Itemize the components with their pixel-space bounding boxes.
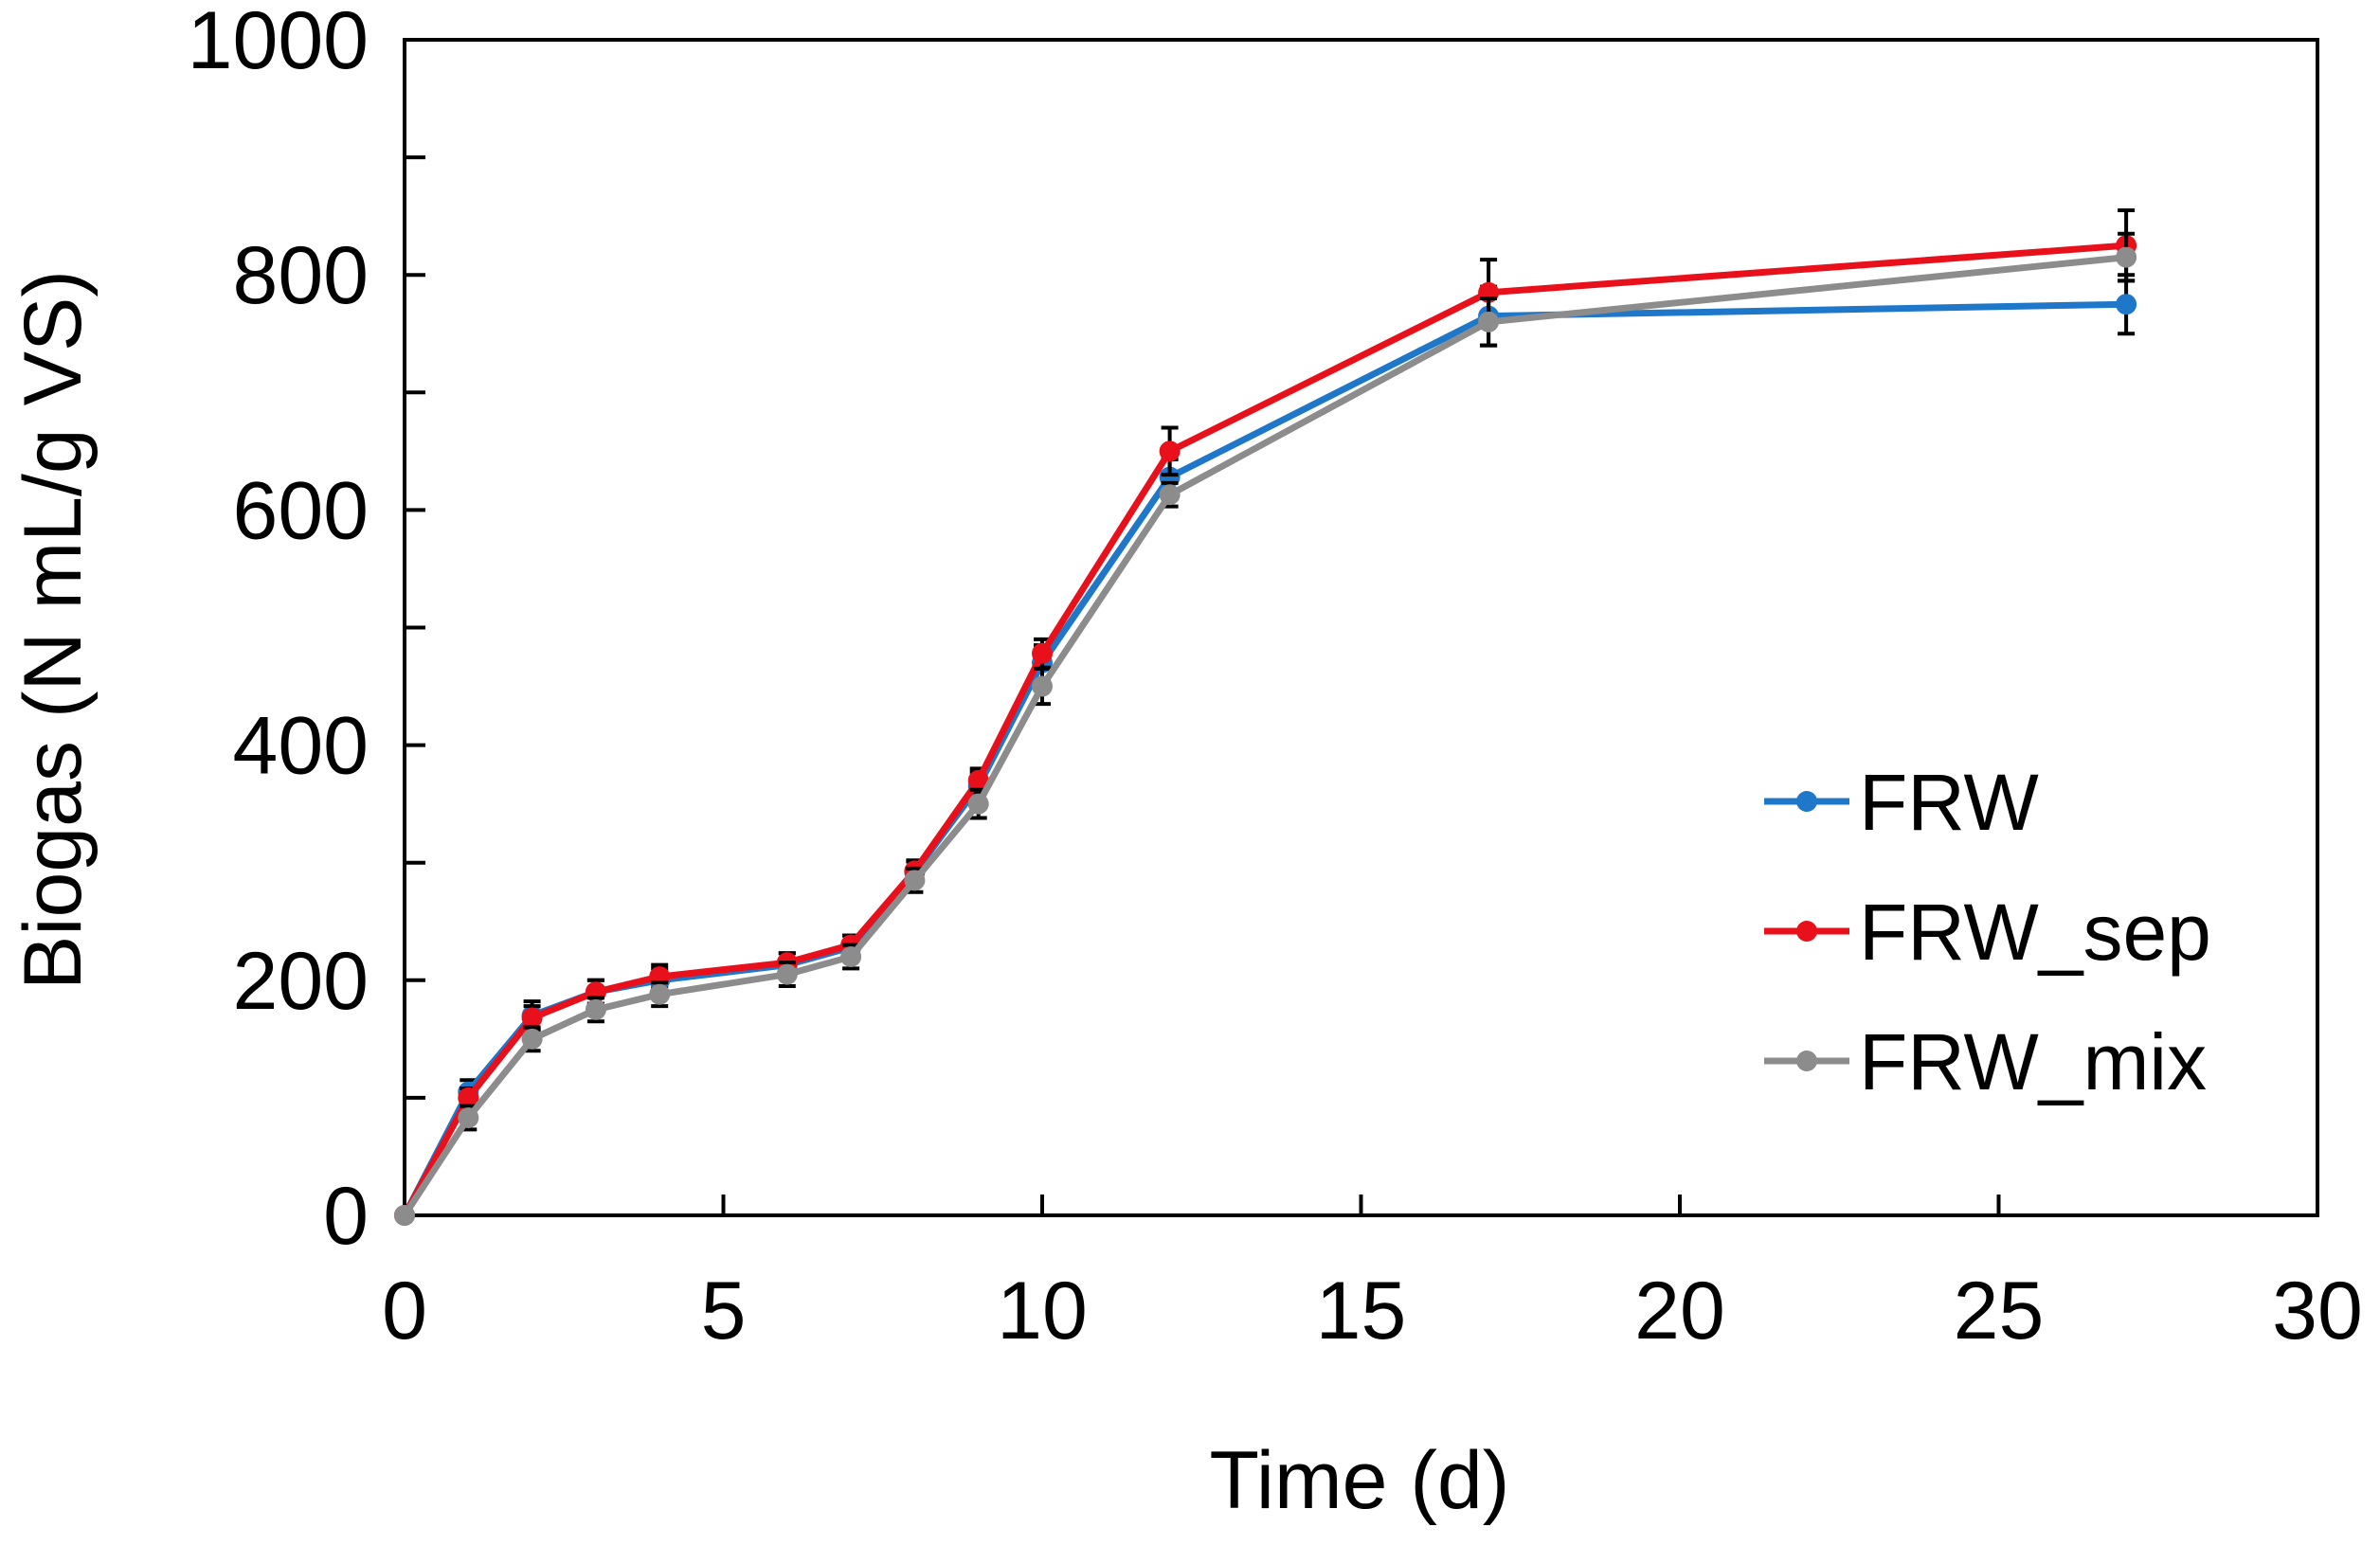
y-tick-label: 800 xyxy=(233,230,370,321)
data-point xyxy=(1032,642,1053,664)
data-point xyxy=(1478,311,1500,332)
data-point xyxy=(967,793,989,815)
y-tick-label: 600 xyxy=(233,465,370,556)
data-point xyxy=(521,1028,543,1050)
data-point xyxy=(2116,294,2137,315)
x-tick-label: 15 xyxy=(1316,1266,1407,1356)
x-tick-label: 5 xyxy=(701,1266,747,1356)
legend-marker xyxy=(1796,1051,1817,1071)
y-tick-label: 1000 xyxy=(188,0,369,86)
legend: FRW FRW_sep FRW_mix xyxy=(1764,758,2211,1106)
y-tick-label: 200 xyxy=(233,936,370,1027)
data-point xyxy=(458,1106,479,1128)
y-axis-title: Biogas (N mL/g VS) xyxy=(8,270,99,990)
data-point xyxy=(2116,246,2137,268)
data-point xyxy=(967,769,989,791)
legend-item-FRW_sep: FRW_sep xyxy=(1764,888,2211,977)
data-point xyxy=(904,870,926,891)
legend-label: FRW_sep xyxy=(1859,888,2211,977)
series-FRW_mix xyxy=(394,231,2137,1226)
y-tick-label: 400 xyxy=(233,701,370,792)
data-point xyxy=(840,945,862,967)
data-point xyxy=(1159,484,1181,506)
legend-item-FRW_mix: FRW_mix xyxy=(1764,1017,2207,1106)
x-tick-label: 10 xyxy=(997,1266,1088,1356)
legend-marker xyxy=(1796,921,1817,942)
data-point xyxy=(458,1087,479,1108)
data-point xyxy=(585,998,606,1020)
data-point xyxy=(521,1007,543,1029)
data-point xyxy=(649,983,671,1005)
data-point xyxy=(394,1205,415,1226)
x-axis-title: Time (d) xyxy=(1210,1435,1510,1526)
x-tick-label: 25 xyxy=(1954,1266,2045,1356)
legend-marker xyxy=(1796,791,1817,812)
data-point xyxy=(1032,675,1053,697)
y-tick-label: 0 xyxy=(323,1171,369,1262)
legend-label: FRW_mix xyxy=(1859,1017,2207,1106)
legend-item-FRW: FRW xyxy=(1764,758,2039,847)
x-tick-label: 30 xyxy=(2272,1266,2363,1356)
ticks: 0 5 10 15 20 25 30 0 200 400 600 800 1000 xyxy=(188,0,2363,1356)
x-tick-label: 20 xyxy=(1634,1266,1725,1356)
legend-label: FRW xyxy=(1859,758,2039,847)
x-tick-label: 0 xyxy=(382,1266,427,1356)
series-group xyxy=(394,207,2137,1226)
data-point xyxy=(1159,440,1181,462)
data-point xyxy=(776,963,798,985)
